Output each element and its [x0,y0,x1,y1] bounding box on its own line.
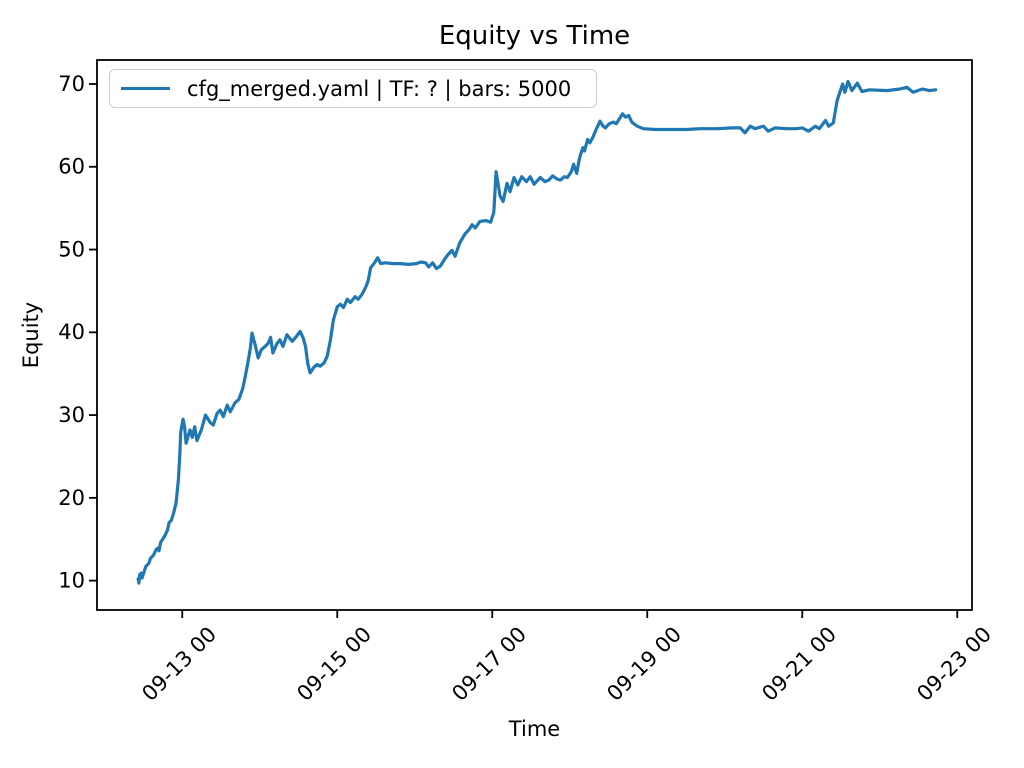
x-axis-label: Time [508,717,561,741]
y-tick-label: 70 [58,72,85,96]
x-tick-label: 09-19 00 [602,622,686,706]
equity-line [136,79,938,585]
x-tick-label: 09-15 00 [292,622,376,706]
legend-line-sample [121,86,170,91]
x-tick-label: 09-13 00 [137,622,221,706]
y-tick-label: 50 [58,237,85,261]
x-tick-label: 09-23 00 [912,622,996,706]
chart-title: Equity vs Time [438,21,631,51]
legend: cfg_merged.yaml | TF: ? | bars: 5000 [109,69,597,108]
y-tick-label: 30 [58,403,85,427]
plot-frame [96,59,973,611]
y-axis-label: Equity [19,301,43,369]
y-tick-label: 20 [58,486,85,510]
x-tick-label: 09-17 00 [447,622,531,706]
y-tick-label: 60 [58,155,85,179]
y-tick-label: 10 [58,569,85,593]
x-tick-label: 09-21 00 [757,622,841,706]
y-tick-label: 40 [58,320,85,344]
legend-entry-label: cfg_merged.yaml | TF: ? | bars: 5000 [187,76,572,101]
